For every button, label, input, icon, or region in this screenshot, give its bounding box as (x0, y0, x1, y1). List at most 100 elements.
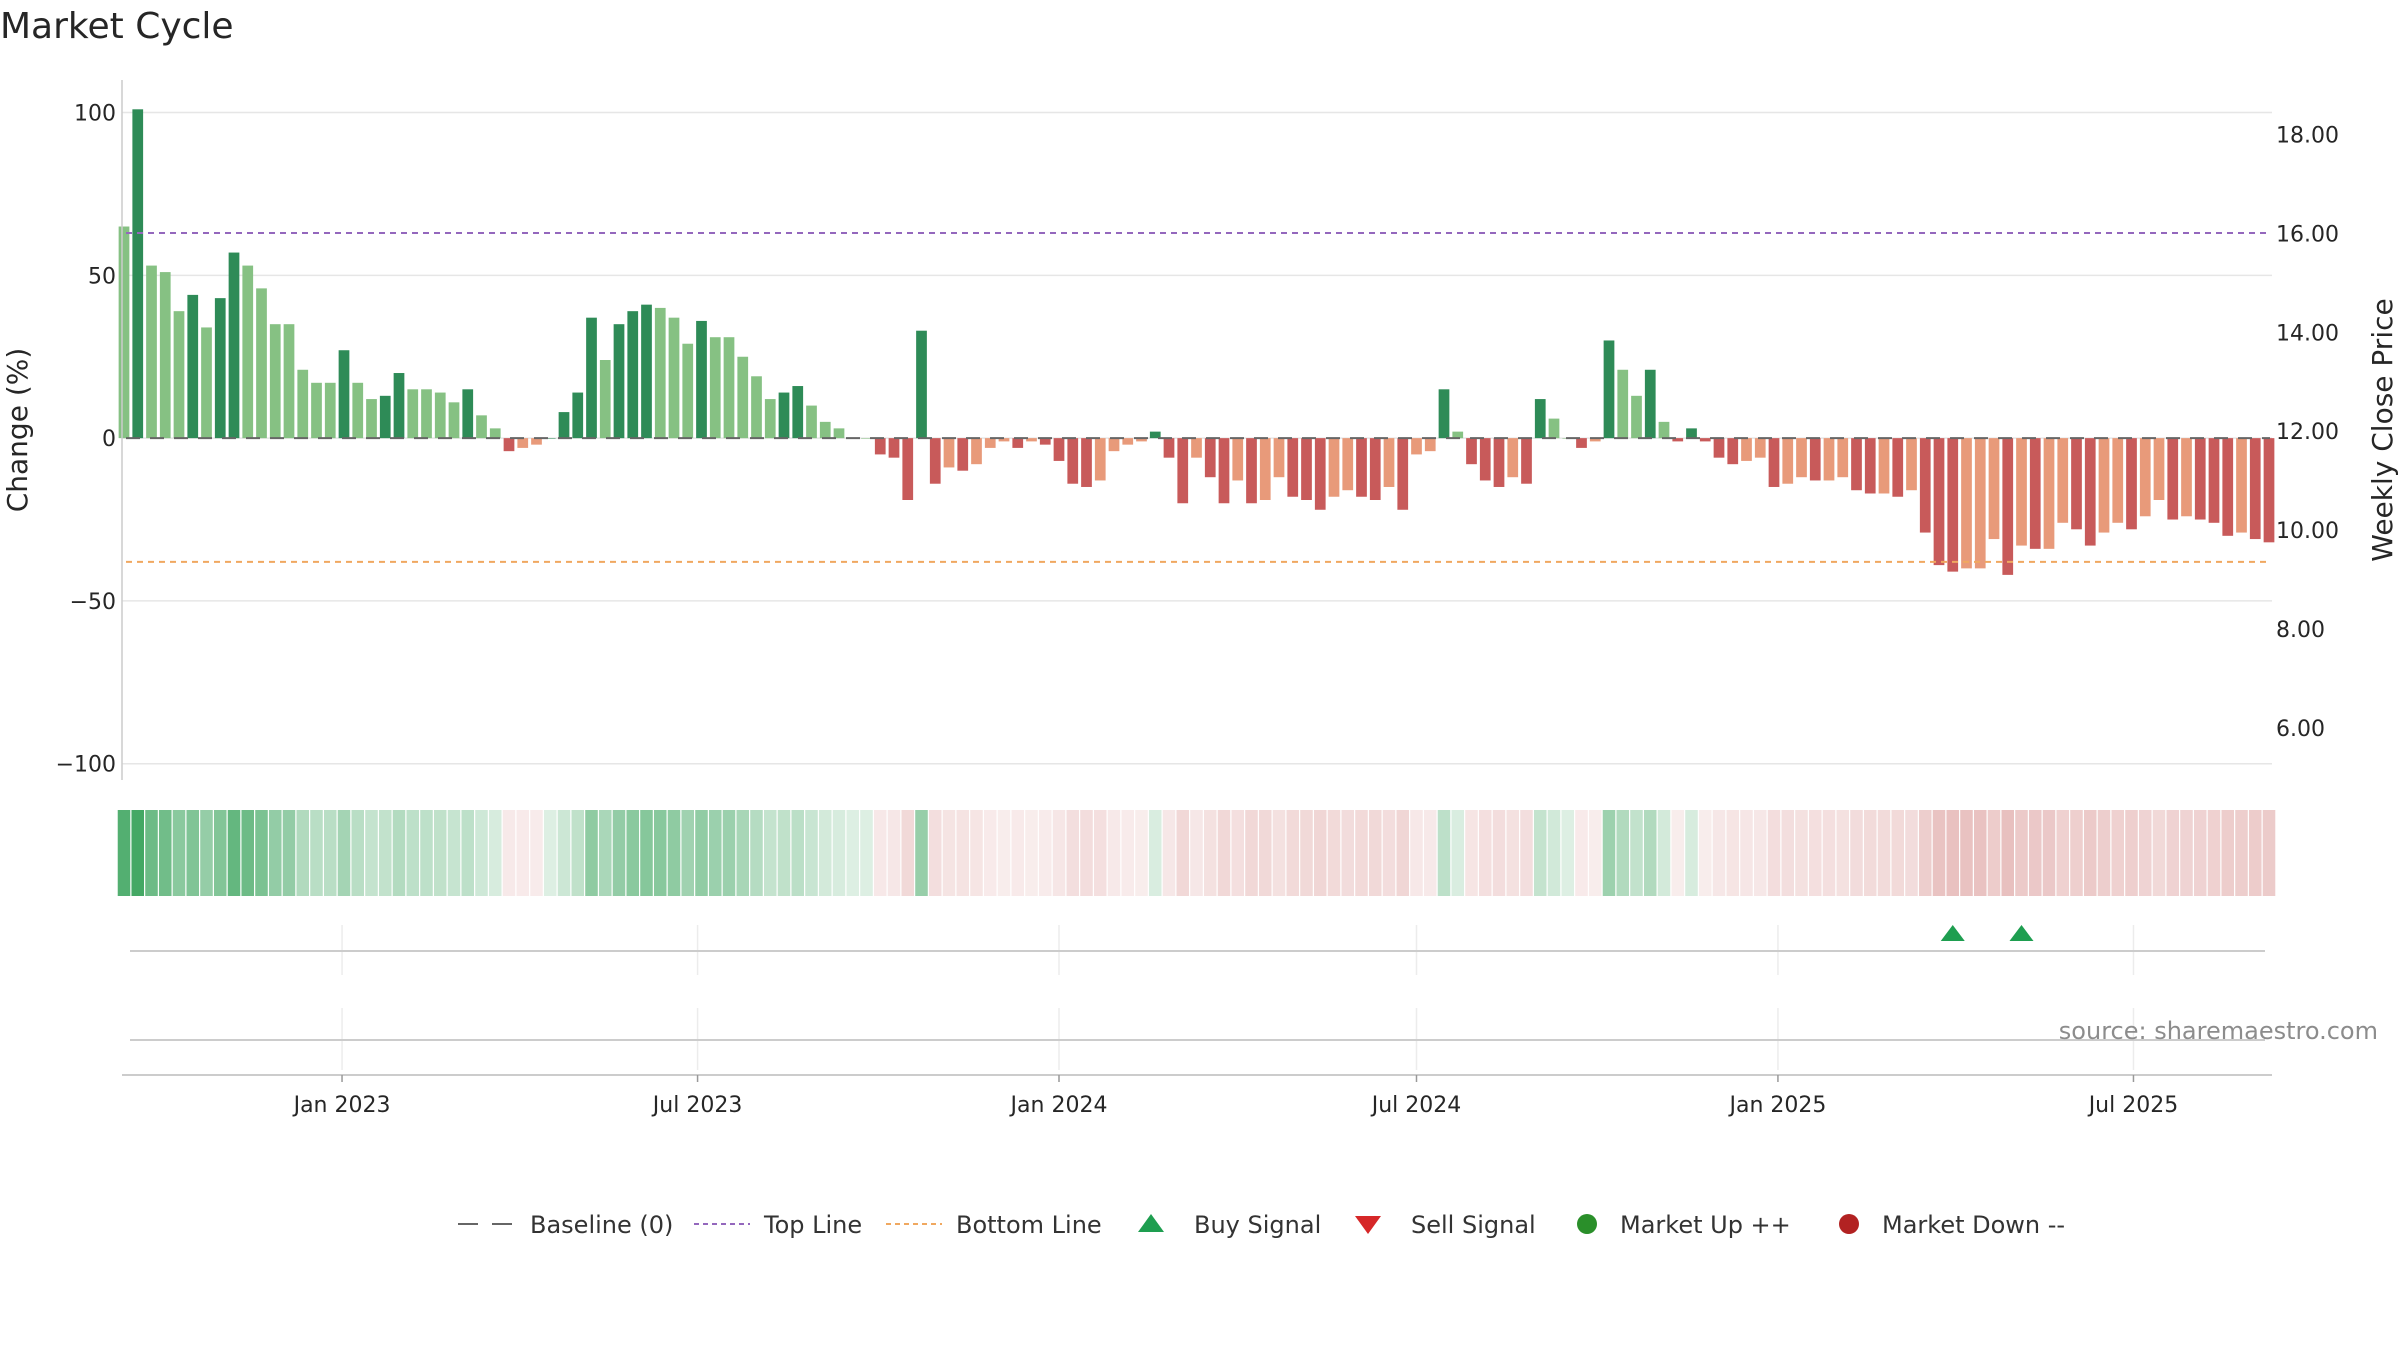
cycle-strip-cell (392, 810, 406, 896)
cycle-strip-cell (351, 810, 365, 896)
cycle-strip-cell (1011, 810, 1025, 896)
bar (1837, 438, 1849, 478)
bar (297, 369, 309, 439)
cycle-strip-cell (2042, 810, 2056, 896)
cycle-strip-cell (708, 810, 722, 896)
bar (1411, 438, 1422, 455)
bar (1053, 438, 1065, 461)
bar (833, 428, 845, 439)
bar (2222, 438, 2234, 536)
cycle-strip-cell (433, 810, 447, 896)
cycle-strip-cell (1286, 810, 1300, 896)
cycle-strip-cell (2097, 810, 2111, 896)
bar (118, 226, 130, 439)
bar (888, 438, 900, 458)
bar (957, 438, 969, 471)
bar (1754, 438, 1766, 458)
bar (1314, 438, 1326, 510)
y-tick-label: −100 (56, 753, 116, 778)
y2-tick-label: 18.00 (2276, 123, 2339, 148)
buy-signal-marker (2009, 925, 2034, 941)
bar (1177, 438, 1189, 504)
cycle-strip-cell (255, 810, 268, 896)
cycle-strip-cell (213, 810, 227, 896)
bar (1892, 438, 1904, 497)
bar (1644, 369, 1656, 439)
cycle-strip-cell (1698, 810, 1712, 896)
bar (1246, 438, 1257, 504)
legend-swatch-buy (1138, 1214, 1164, 1232)
cycle-strip-cell (1121, 810, 1135, 896)
bar (737, 356, 749, 439)
cycle-strip-cell (1203, 810, 1217, 896)
bar (1163, 438, 1175, 458)
source-credit: source: sharemaestro.com (2059, 1017, 2378, 1045)
cycle-strip-cell (1781, 810, 1795, 896)
bar (1328, 438, 1340, 497)
bar (2016, 438, 2027, 546)
cycle-strip-cell (200, 810, 213, 896)
cycle-strip-cell (1891, 810, 1905, 896)
bar (2208, 438, 2220, 523)
bar (407, 389, 419, 439)
bar (242, 265, 254, 439)
bar (1094, 438, 1106, 481)
bar (792, 386, 804, 439)
bar (146, 265, 157, 439)
cycle-strip-cell (1932, 810, 1946, 896)
cycle-strip-cell (1052, 810, 1066, 896)
bar (696, 320, 707, 439)
cycle-strip-cell (942, 810, 956, 896)
cycle-strip-cell (1836, 810, 1850, 896)
cycle-strip-cell (2235, 810, 2248, 896)
bar (1424, 438, 1436, 452)
cycle-strip-cell (1190, 810, 1203, 896)
legend-label: Top Line (763, 1211, 862, 1239)
bar (1383, 438, 1395, 487)
bar (1301, 438, 1312, 500)
chart-title: Market Cycle (0, 6, 234, 47)
cycle-strip-cell (461, 810, 475, 896)
bar (531, 438, 542, 445)
cycle-strip-cell (543, 810, 557, 896)
bar (819, 421, 831, 439)
bar (2249, 438, 2261, 540)
cycle-strip-cell (323, 810, 337, 896)
bar (641, 304, 652, 439)
bar (366, 399, 377, 439)
cycle-strip-cell (1602, 810, 1616, 896)
bar (1039, 438, 1051, 445)
bar (201, 327, 212, 439)
cycle-strip-cell (1217, 810, 1231, 896)
cycle-strip-cell (2111, 810, 2125, 896)
bar (503, 438, 515, 452)
x-tick-label: Jan 2023 (292, 1093, 391, 1118)
bar (1796, 438, 1807, 478)
bar (132, 109, 144, 439)
cycle-strip-cell (928, 810, 942, 896)
bar (1149, 431, 1161, 439)
cycle-strip-cell (997, 810, 1011, 896)
cycle-strip-cell (1946, 810, 1960, 896)
cycle-strip-cell (2028, 810, 2042, 896)
cycle-strip (117, 810, 2276, 896)
legend-swatch-market-up (1577, 1214, 1597, 1234)
bar (1534, 399, 1546, 439)
legend-label: Baseline (0) (530, 1211, 673, 1239)
cycle-strip-cell (1258, 810, 1272, 896)
y-tick-label: 100 (74, 102, 116, 127)
cycle-strip-cell (791, 810, 805, 896)
bar (1273, 438, 1285, 478)
y2-tick-label: 6.00 (2276, 717, 2325, 742)
cycle-strip-cell (2083, 810, 2097, 896)
bar (1204, 438, 1216, 478)
cycle-strip-cell (1767, 810, 1781, 896)
cycle-strip-cell (1520, 810, 1533, 896)
bar (1809, 438, 1821, 481)
cycle-strip-cell (695, 810, 708, 896)
cycle-strip-cell (117, 810, 131, 896)
bar (1259, 438, 1271, 500)
cycle-strip-cell (667, 810, 681, 896)
cycle-strip-cell (2015, 810, 2028, 896)
cycle-strip-cell (1905, 810, 1918, 896)
